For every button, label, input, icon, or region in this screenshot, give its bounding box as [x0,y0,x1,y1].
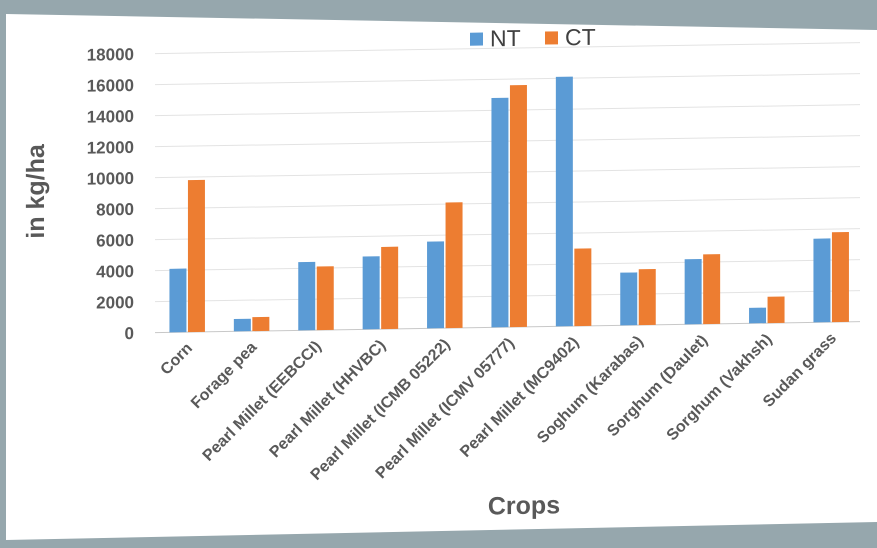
bar-ct-4 [381,246,399,330]
y-tick-labels: 0 2000 4000 6000 8000 10000 12000 14000 16000 180… [87,45,134,343]
bar-nt-5 [427,241,445,329]
y-tick-label: 12000 [87,138,134,158]
legend-swatch-ct [545,31,558,45]
y-tick-label: 8000 [96,200,134,220]
legend-swatch-nt [470,32,483,46]
y-tick-label: 14000 [87,107,134,127]
y-axis-title: in kg/ha [22,143,50,239]
y-tick-label: 0 [125,324,134,343]
bar-ct-9 [703,254,721,325]
y-tick-label: 4000 [96,262,134,282]
y-tick-label: 16000 [87,76,134,96]
y-tick-label: 10000 [87,169,134,189]
legend: NT CT [470,24,596,51]
gridline [155,42,860,55]
bar-nt-7 [555,76,573,327]
bar-nt-4 [362,256,380,330]
bar-nt-6 [491,97,509,328]
bar-nt-8 [620,272,638,326]
legend-label-ct: CT [565,24,596,50]
bar-ct-6 [509,85,527,328]
x-axis-title: Crops [488,491,560,520]
bars [169,76,849,333]
bar-ct-2 [252,316,270,332]
bar-nt-2 [233,318,251,332]
bar-ct-11 [831,231,849,323]
bar-ct-10 [767,296,785,324]
bar-nt-10 [749,307,767,324]
bar-nt-1 [169,268,187,333]
bar-ct-1 [187,179,205,333]
bar-ct-3 [316,266,334,331]
bar-ct-7 [574,248,592,327]
bar-nt-9 [684,259,702,325]
y-tick-label: 6000 [96,231,134,251]
y-tick-label: 2000 [96,293,134,313]
legend-label-nt: NT [490,25,521,51]
bar-ct-8 [638,269,656,326]
bar-ct-5 [445,202,463,329]
y-tick-label: 18000 [87,45,134,65]
gridline [155,73,860,86]
bar-nt-11 [813,238,831,323]
bar-nt-3 [298,261,316,331]
